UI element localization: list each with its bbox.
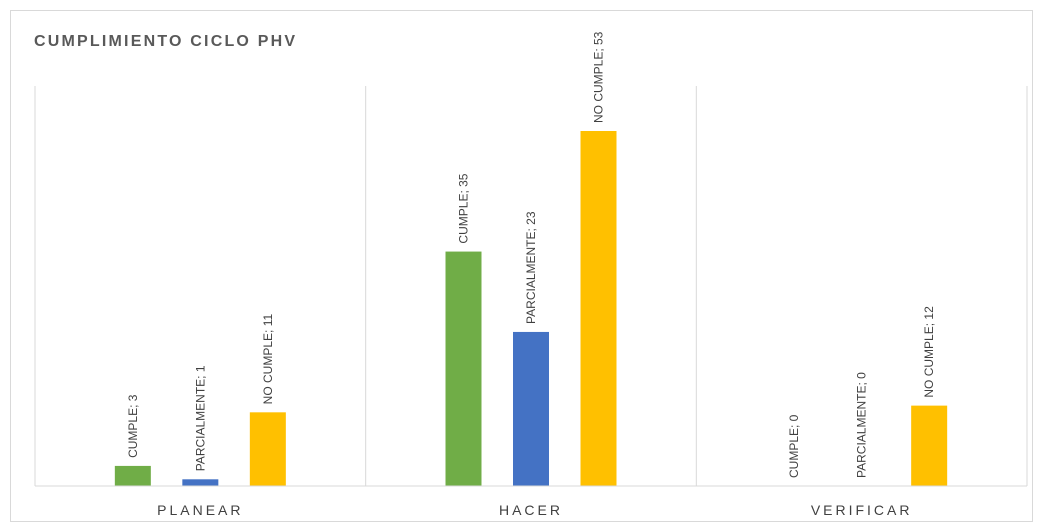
data-label: NO CUMPLE; 11 xyxy=(261,314,275,405)
bar-no-cumple-hacer xyxy=(580,131,617,486)
data-label: CUMPLE; 0 xyxy=(787,414,801,478)
bar-no-cumple-verificar xyxy=(911,405,948,486)
bar-parcialmente-planear xyxy=(182,479,219,486)
category-label-verificar: VERIFICAR xyxy=(811,502,913,518)
bar-parcialmente-hacer xyxy=(513,331,549,486)
bar-no-cumple-planear xyxy=(249,412,286,486)
data-label: CUMPLE; 3 xyxy=(126,394,140,458)
data-label: PARCIALMENTE; 0 xyxy=(855,372,869,478)
bar-cumple-planear xyxy=(114,465,151,486)
bars xyxy=(114,131,948,486)
data-label: PARCIALMENTE; 23 xyxy=(524,211,538,324)
data-label: NO CUMPLE; 53 xyxy=(592,31,606,123)
bar-cumple-hacer xyxy=(445,251,482,486)
category-labels: PLANEAR HACER VERIFICAR xyxy=(157,502,913,518)
chart-title: CUMPLIMIENTO CICLO PHV xyxy=(34,33,298,50)
data-label: PARCIALMENTE; 1 xyxy=(193,365,207,471)
data-labels: CUMPLE; 3 PARCIALMENTE; 1 NO CUMPLE; 11 CUM… xyxy=(126,31,936,478)
category-label-planear: PLANEAR xyxy=(157,502,243,518)
data-label: CUMPLE; 35 xyxy=(457,173,471,243)
category-gridlines xyxy=(34,86,1028,486)
data-label: NO CUMPLE; 12 xyxy=(922,306,936,398)
category-label-hacer: HACER xyxy=(499,502,563,518)
